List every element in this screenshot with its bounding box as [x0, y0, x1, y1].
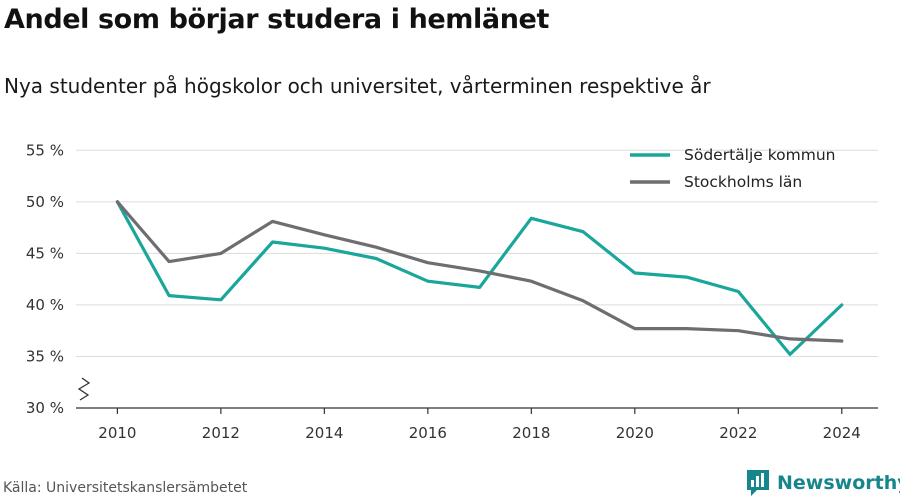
- legend-label: Stockholms län: [684, 173, 802, 191]
- legend-label: Södertälje kommun: [684, 146, 835, 164]
- chart-title: Andel som börjar studera i hemlänet: [4, 4, 549, 35]
- y-tick-label: 35 %: [26, 347, 64, 365]
- x-tick-label: 2020: [616, 424, 654, 442]
- y-tick-label: 30 %: [26, 399, 64, 417]
- axis-break-mark: [77, 377, 91, 401]
- source-note: Källa: Universitetskanslersämbetet: [3, 480, 248, 496]
- brand-logo[interactable]: Newsworthy: [745, 468, 900, 498]
- y-tick-label: 50 %: [26, 193, 64, 211]
- x-tick-label: 2012: [202, 424, 240, 442]
- x-tick-label: 2022: [719, 424, 757, 442]
- line-chart: 30 % 35 % 40 % 45 % 50 % 55 % 2010 2012 2014 2016…: [26, 141, 878, 442]
- y-tick-label: 45 %: [26, 244, 64, 262]
- series-line-1: [115, 200, 844, 343]
- x-tick-label: 2024: [823, 424, 861, 442]
- x-tick-label: 2010: [98, 424, 136, 442]
- y-tick-label: 55 %: [26, 141, 64, 159]
- series-line-0: [115, 200, 844, 356]
- legend: Södertälje kommun Stockholms län: [630, 146, 835, 191]
- y-tick-label: 40 %: [26, 296, 64, 314]
- series-lines: [115, 200, 844, 356]
- brand-name: Newsworthy: [777, 472, 900, 494]
- x-tick-label: 2016: [409, 424, 447, 442]
- axes: 30 % 35 % 40 % 45 % 50 % 55 % 2010 2012 2014 2016…: [26, 141, 878, 442]
- x-tick-label: 2014: [305, 424, 343, 442]
- x-tick-label: 2018: [512, 424, 550, 442]
- gridlines: [76, 149, 878, 357]
- chart-subtitle: Nya studenter på högskolor och universit…: [4, 74, 711, 98]
- newsworthy-logo-icon: [747, 470, 769, 496]
